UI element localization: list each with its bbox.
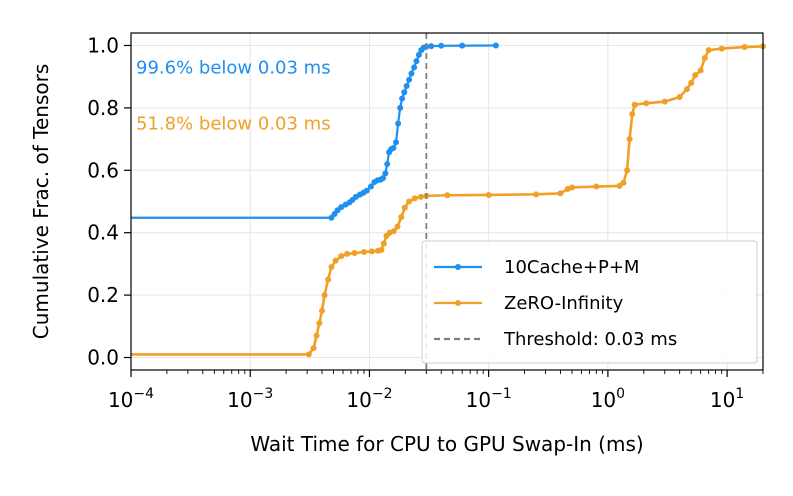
- data-point-zero-infinity: [380, 240, 387, 247]
- data-point-10cache: [403, 83, 410, 90]
- plot-frame: [130, 32, 764, 371]
- data-point-zero-infinity: [626, 136, 633, 143]
- data-point-zero-infinity: [629, 111, 636, 118]
- data-point-zero-infinity: [411, 195, 418, 202]
- data-point-10cache: [367, 183, 374, 190]
- data-point-zero-infinity: [316, 320, 323, 327]
- data-point-zero-infinity: [701, 54, 708, 61]
- axis-ticks: 10−4 10−3 10−2 10−1 100 101 0.0 0.2 0.4 0.6 0.8 1.0: [87, 33, 764, 412]
- data-point-10cache: [411, 64, 418, 71]
- y-tick-label: 1.0: [87, 33, 119, 57]
- data-point-zero-infinity: [325, 276, 332, 283]
- data-point-zero-infinity: [351, 249, 358, 256]
- data-point-zero-infinity: [313, 332, 320, 339]
- annotation-zero-infinity: 51.8% below 0.03 ms: [136, 113, 331, 134]
- data-point-10cache: [459, 42, 466, 49]
- data-point-10cache: [492, 42, 499, 49]
- data-point-10cache: [363, 187, 370, 194]
- legend: 10Cache+P+M ZeRO-Infinity Threshold: 0.0…: [421, 240, 758, 364]
- legend-label-threshold: Threshold: 0.03 ms: [503, 329, 677, 350]
- x-tick-label: 10−2: [346, 386, 392, 412]
- data-point-10cache: [382, 170, 389, 177]
- data-point-10cache: [390, 144, 397, 151]
- data-point-10cache: [406, 76, 413, 83]
- data-point-zero-infinity: [328, 264, 335, 271]
- data-point-10cache: [397, 104, 404, 111]
- series-layer: [131, 42, 766, 358]
- x-tick-label: 10−3: [227, 386, 273, 412]
- x-tick-label: 101: [710, 386, 744, 412]
- data-point-zero-infinity: [338, 253, 345, 260]
- data-point-zero-infinity: [631, 101, 638, 108]
- x-tick-label: 100: [591, 386, 625, 412]
- legend-marker-zero-infinity-dot: [455, 300, 461, 306]
- data-point-zero-infinity: [394, 223, 401, 230]
- data-point-zero-infinity: [697, 67, 704, 74]
- legend-marker-10cache-dot: [455, 264, 461, 270]
- data-point-zero-infinity: [360, 249, 367, 256]
- data-point-zero-infinity: [485, 191, 492, 198]
- x-tick-label: 10−4: [108, 386, 154, 412]
- y-tick-label: 0.0: [87, 346, 119, 370]
- x-axis-label: Wait Time for CPU to GPU Swap-In (ms): [250, 432, 643, 456]
- data-point-10cache: [401, 89, 408, 96]
- data-point-zero-infinity: [444, 192, 451, 199]
- data-point-zero-infinity: [688, 79, 695, 86]
- y-tick-label: 0.8: [87, 96, 119, 120]
- data-point-zero-infinity: [378, 246, 385, 253]
- data-point-10cache: [438, 42, 445, 49]
- data-point-zero-infinity: [406, 198, 413, 205]
- data-point-zero-infinity: [398, 214, 405, 221]
- data-point-zero-infinity: [533, 191, 540, 198]
- x-tick-label: 10−1: [466, 386, 512, 412]
- y-tick-label: 0.4: [87, 221, 119, 245]
- data-point-zero-infinity: [593, 183, 600, 190]
- y-axis-label: Cumulative Frac. of Tensors: [29, 64, 53, 339]
- data-point-zero-infinity: [390, 228, 397, 235]
- legend-label-10cache: 10Cache+P+M: [504, 257, 639, 278]
- legend-label-zero-infinity: ZeRO-Infinity: [504, 293, 624, 314]
- data-point-zero-infinity: [676, 93, 683, 100]
- data-point-zero-infinity: [401, 204, 408, 211]
- data-point-zero-infinity: [705, 47, 712, 54]
- data-point-zero-infinity: [692, 72, 699, 79]
- data-point-zero-infinity: [643, 100, 650, 107]
- data-point-zero-infinity: [368, 248, 375, 255]
- data-point-10cache: [428, 43, 435, 50]
- data-point-zero-infinity: [569, 184, 575, 191]
- data-point-zero-infinity: [417, 193, 424, 200]
- data-point-zero-infinity: [321, 292, 328, 299]
- data-point-zero-infinity: [683, 86, 690, 93]
- y-tick-label: 0.2: [87, 283, 119, 307]
- annotations: 99.6% below 0.03 ms 51.8% below 0.03 ms: [136, 57, 331, 134]
- legend-box: [421, 240, 758, 364]
- grid-lines: [130, 33, 763, 370]
- data-point-zero-infinity: [741, 44, 748, 51]
- data-point-zero-infinity: [620, 179, 627, 186]
- data-point-10cache: [380, 175, 387, 182]
- data-point-10cache: [384, 161, 391, 168]
- data-point-zero-infinity: [310, 345, 317, 352]
- y-tick-label: 0.6: [87, 158, 119, 182]
- data-point-zero-infinity: [557, 190, 564, 197]
- data-point-zero-infinity: [332, 257, 339, 264]
- data-point-10cache: [395, 120, 402, 127]
- data-point-10cache: [393, 139, 399, 146]
- data-point-zero-infinity: [344, 250, 351, 257]
- data-point-zero-infinity: [624, 167, 631, 174]
- data-point-10cache: [413, 58, 420, 65]
- annotation-10cache: 99.6% below 0.03 ms: [136, 57, 331, 78]
- data-point-zero-infinity: [718, 45, 725, 52]
- data-point-zero-infinity: [305, 351, 312, 358]
- data-point-10cache: [399, 95, 406, 102]
- data-point-10cache: [408, 70, 415, 77]
- data-point-10cache: [415, 51, 422, 58]
- data-point-zero-infinity: [319, 307, 325, 314]
- data-point-zero-infinity: [661, 98, 668, 105]
